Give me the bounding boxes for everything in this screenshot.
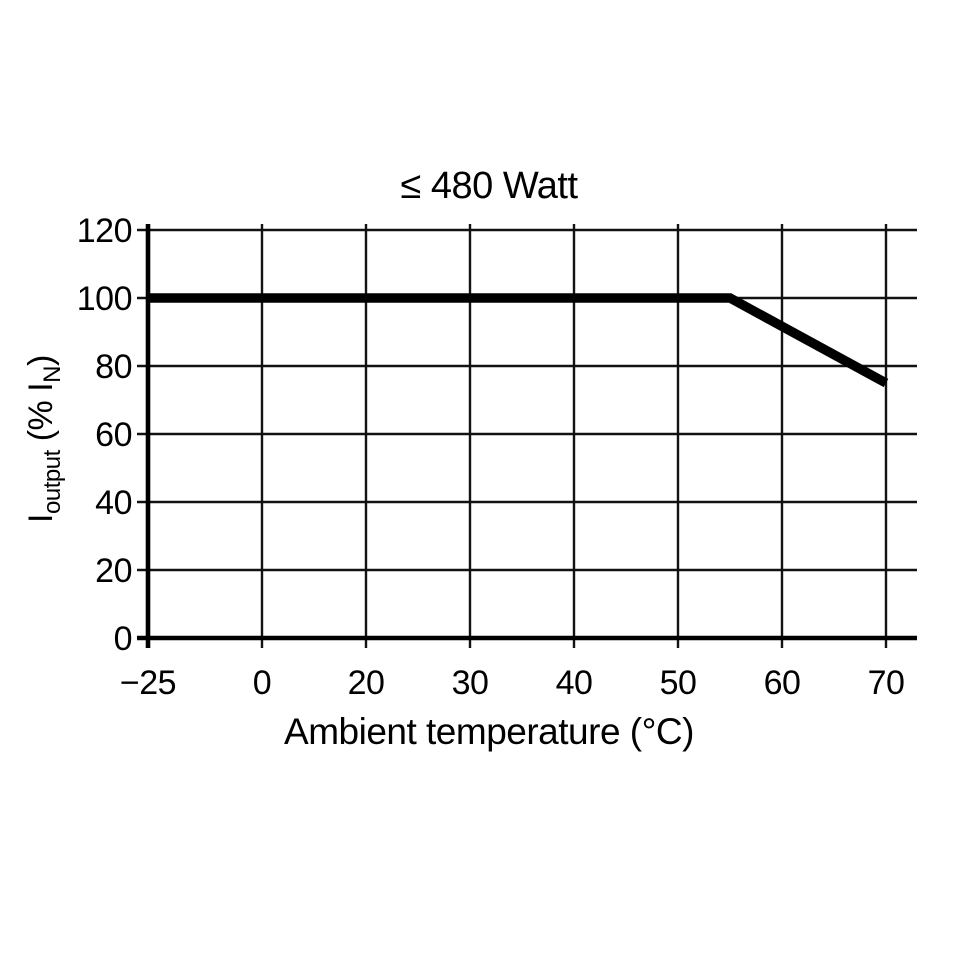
x-axis-label: Ambient temperature (°C): [284, 711, 694, 752]
y-tick-0: 0: [114, 620, 132, 658]
y-tick-20: 20: [95, 552, 132, 590]
y-tick-60: 60: [95, 416, 132, 454]
y-tick-labels: 0 20 40 60 80 100 120: [77, 212, 133, 658]
y-axis-label: Ioutput (% IN): [22, 310, 66, 585]
x-tick-70: 70: [868, 664, 905, 702]
x-tick-30: 30: [452, 664, 489, 702]
x-tick-50: 50: [660, 664, 697, 702]
chart-title: ≤ 480 Watt: [400, 165, 578, 207]
y-tick-100: 100: [77, 280, 132, 318]
y-axis-label-mid: (% I: [22, 383, 60, 450]
x-tick-40: 40: [556, 664, 593, 702]
x-tick-20: 20: [348, 664, 385, 702]
horizontal-gridlines: [137, 228, 917, 572]
y-axis-label-sub-output: output: [39, 449, 66, 514]
y-tick-40: 40: [95, 484, 132, 522]
y-axis-label-base: I: [22, 514, 60, 523]
x-tick-neg25: −25: [120, 664, 176, 702]
vertical-gridlines: [260, 224, 888, 648]
y-tick-80: 80: [95, 348, 132, 386]
x-tick-0: 0: [253, 664, 271, 702]
y-tick-120: 120: [77, 212, 132, 250]
x-tick-60: 60: [764, 664, 801, 702]
y-axis-label-close: ): [22, 355, 60, 366]
x-tick-labels: −25 0 20 30 40 50 60 70: [120, 664, 905, 702]
derating-curve: [148, 293, 889, 388]
y-axis-label-sub-n: N: [39, 366, 66, 383]
